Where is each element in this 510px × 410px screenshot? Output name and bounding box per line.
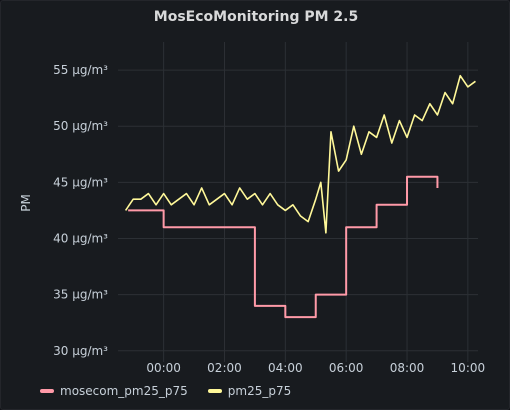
x-axis-ticks: 00:00 02:00 04:00 06:00 08:00 10:00: [146, 361, 485, 375]
x-tick-label: 02:00: [207, 361, 242, 375]
grid: [118, 42, 478, 362]
y-tick-label: 35 µg/m³: [53, 288, 108, 302]
x-tick-label: 08:00: [390, 361, 425, 375]
y-tick-label: 50 µg/m³: [53, 119, 108, 133]
x-tick-label: 10:00: [451, 361, 486, 375]
x-tick-label: 04:00: [268, 361, 303, 375]
x-tick-label: 06:00: [329, 361, 364, 375]
legend-swatch: [40, 389, 54, 393]
x-tick-label: 00:00: [146, 361, 181, 375]
y-axis-ticks: 30 µg/m³ 35 µg/m³ 40 µg/m³ 45 µg/m³ 50 µg/m³…: [53, 63, 108, 358]
legend: mosecom_pm25_p75 pm25_p75: [40, 381, 291, 401]
y-tick-label: 55 µg/m³: [53, 63, 108, 77]
chart-svg: 30 µg/m³ 35 µg/m³ 40 µg/m³ 45 µg/m³ 50 µg/m³…: [19, 42, 485, 375]
legend-item-pm25-p75[interactable]: pm25_p75: [207, 384, 292, 398]
y-tick-label: 40 µg/m³: [53, 231, 108, 245]
series-line-mosecom-pm25-p75: [128, 175, 439, 319]
series-layer[interactable]: [124, 74, 476, 319]
panel-title[interactable]: MosEcoMonitoring PM 2.5: [153, 9, 359, 25]
legend-swatch: [207, 389, 222, 393]
y-axis-label: PM: [19, 194, 33, 212]
legend-item-mosecom-pm25-p75[interactable]: mosecom_pm25_p75: [40, 384, 188, 398]
legend-label: mosecom_pm25_p75: [60, 384, 188, 398]
y-tick-label: 45 µg/m³: [53, 175, 108, 189]
series-line-pm25-p75: [124, 74, 476, 234]
legend-label: pm25_p75: [227, 384, 292, 398]
y-tick-label: 30 µg/m³: [53, 344, 108, 358]
